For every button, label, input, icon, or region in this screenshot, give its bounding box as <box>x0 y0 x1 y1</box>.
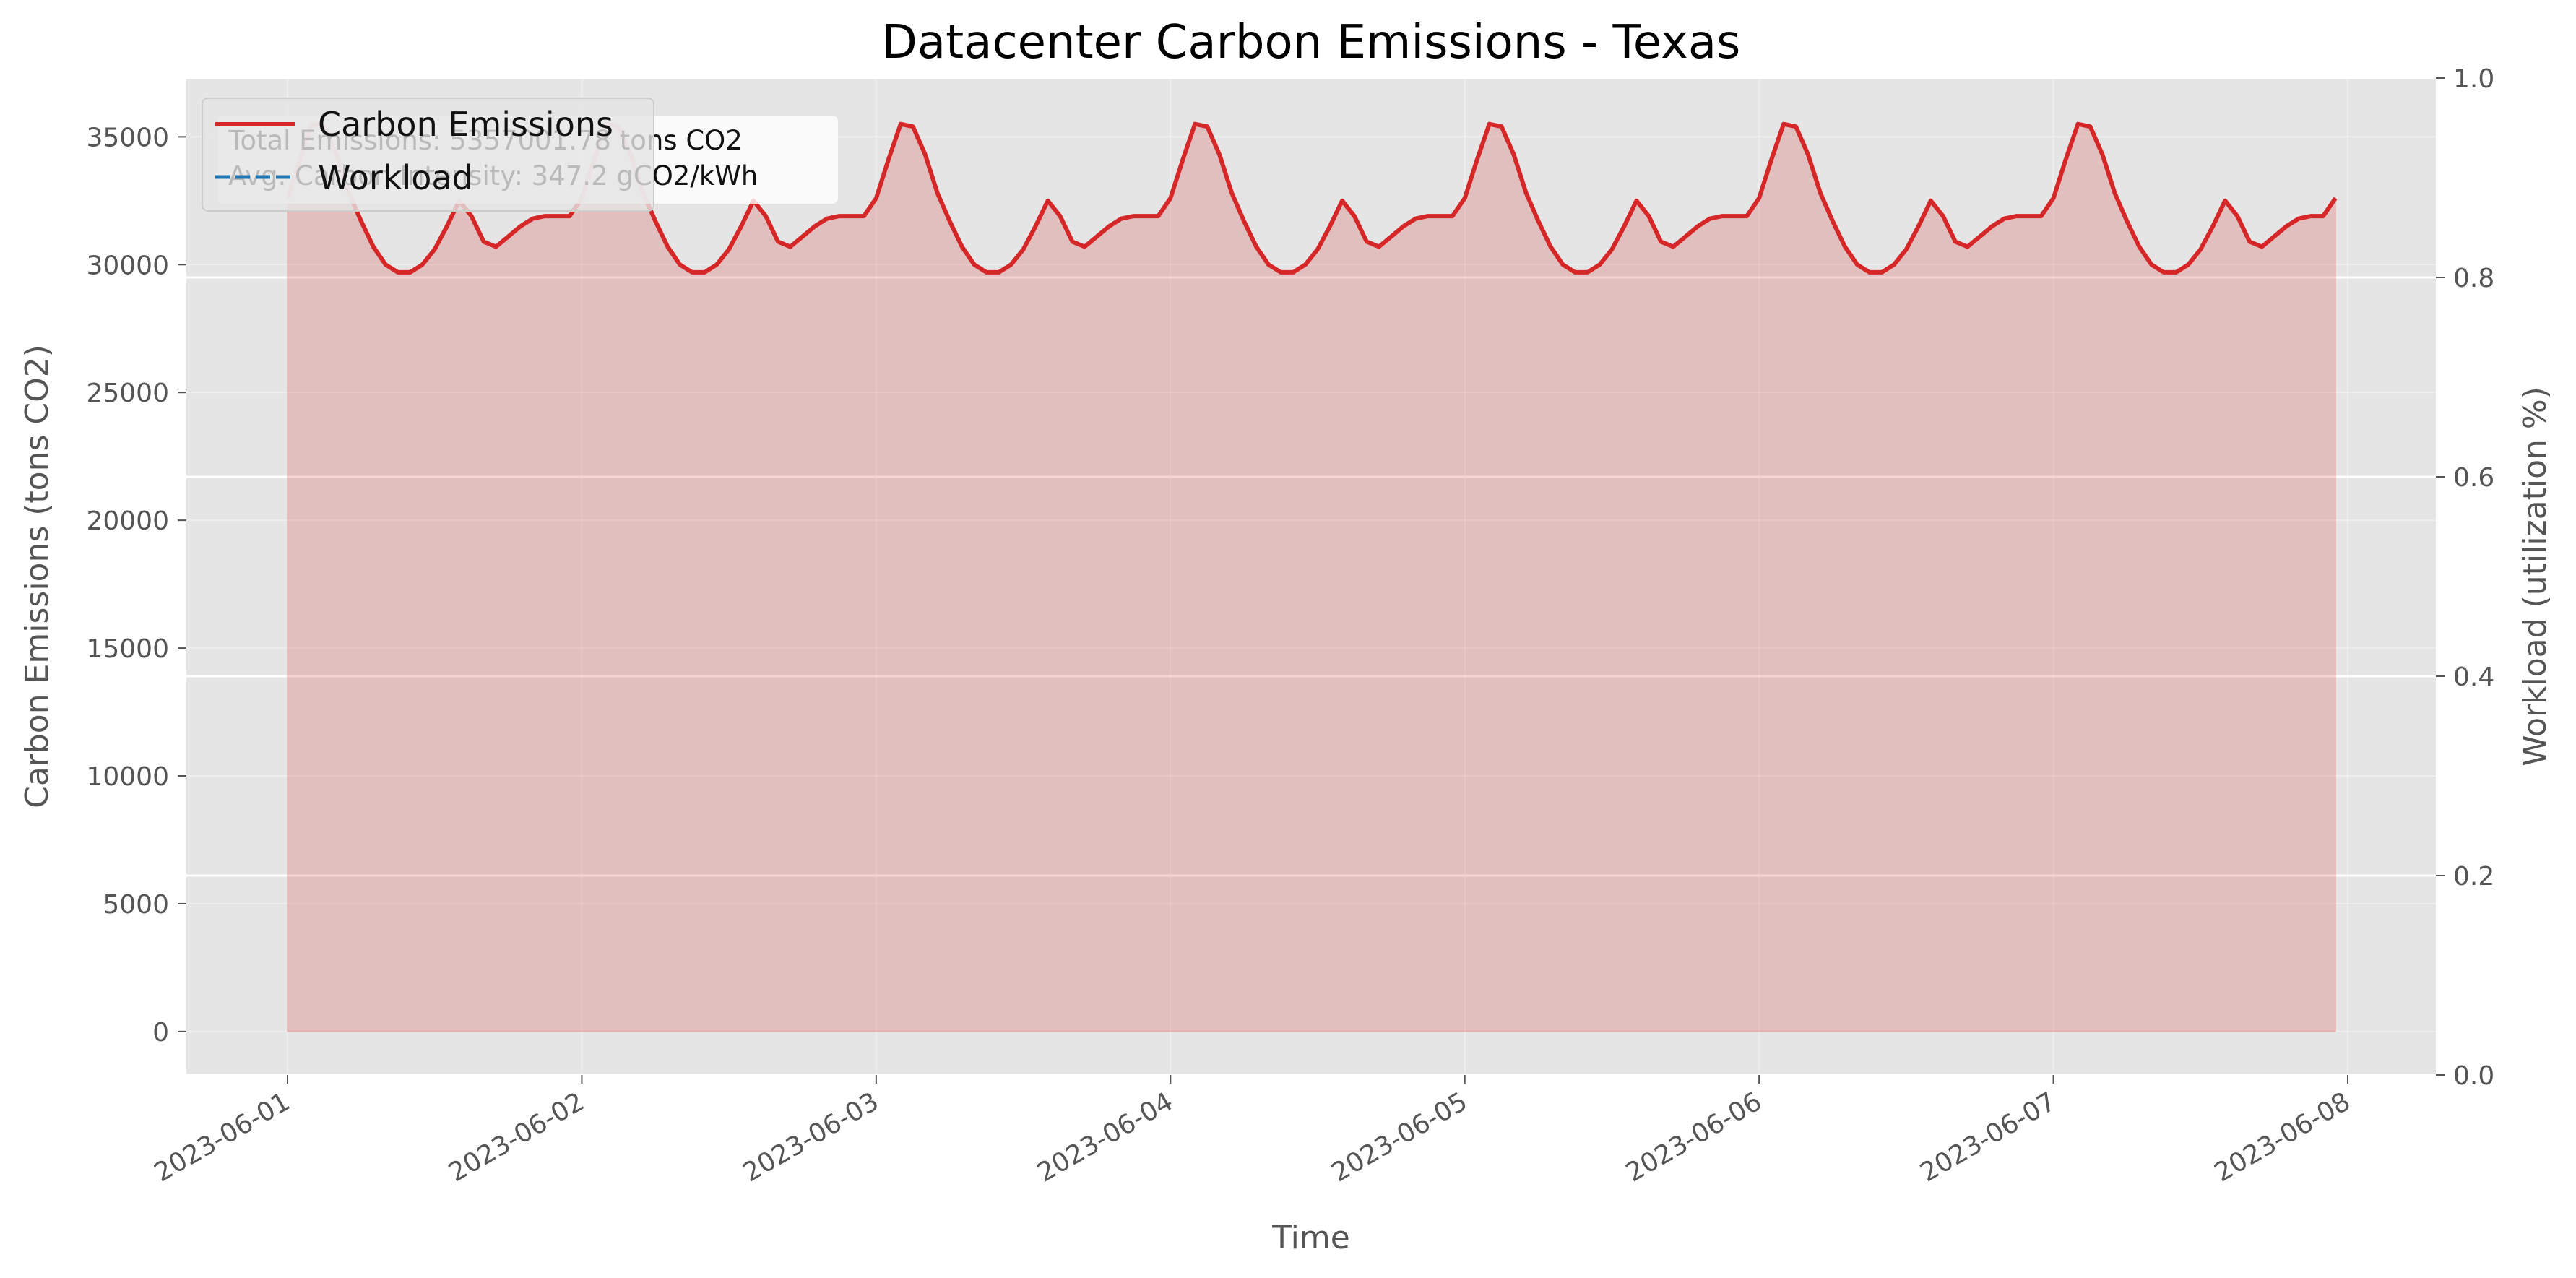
y-tick-label: 5000 <box>103 890 169 920</box>
y2-tick-label: 0.2 <box>2453 862 2494 891</box>
chart-title: Datacenter Carbon Emissions - Texas <box>882 16 1741 69</box>
y-tick-label: 0 <box>152 1018 169 1048</box>
plot-series <box>285 121 2338 1032</box>
y2-axis-label: Workload (utilization %) <box>2517 387 2554 767</box>
legend-label-workload: Workload <box>318 158 473 197</box>
grid <box>186 77 2436 1076</box>
y2-tick-label: 0.6 <box>2453 463 2494 493</box>
y-tick-label: 35000 <box>86 123 169 152</box>
legend: Carbon Emissions Workload <box>202 98 654 212</box>
plot-area <box>186 78 2436 1075</box>
y-tick-label: 15000 <box>86 634 169 664</box>
y-tick-label: 25000 <box>86 379 169 408</box>
y2-tick-label: 0.8 <box>2453 264 2494 293</box>
x-axis-label: Time <box>1271 1219 1350 1256</box>
legend-box <box>202 98 654 212</box>
y-tick-label: 30000 <box>86 251 169 280</box>
y2-tick-label: 1.0 <box>2453 64 2494 94</box>
legend-label-carbon-emissions: Carbon Emissions <box>318 105 613 144</box>
y2-tick-label: 0.0 <box>2453 1061 2494 1091</box>
y-tick-label: 20000 <box>86 506 169 536</box>
y-axis-label: Carbon Emissions (tons CO2) <box>19 345 56 808</box>
y-tick-label: 10000 <box>86 762 169 792</box>
y2-tick-label: 0.4 <box>2453 662 2494 692</box>
